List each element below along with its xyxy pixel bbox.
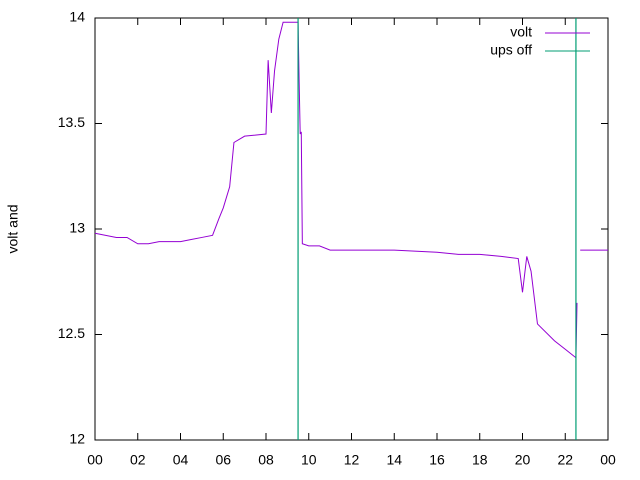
x-tick-label: 00 (87, 452, 103, 468)
x-tick-label: 06 (215, 452, 231, 468)
x-tick-label: 02 (130, 452, 146, 468)
x-tick-label: 20 (515, 452, 531, 468)
x-tick-label: 08 (258, 452, 274, 468)
x-tick-label: 00 (600, 452, 616, 468)
y-tick-label: 13 (69, 220, 85, 236)
y-axis-label: volt and (5, 204, 21, 253)
x-tick-label: 22 (557, 452, 573, 468)
data-line (94, 21, 608, 359)
legend-label: ups off (490, 42, 532, 58)
plot-frame (94, 17, 609, 441)
y-tick-label: 14 (69, 9, 85, 25)
y-tick-label: 12 (69, 431, 85, 447)
y-tick-label: 12.5 (58, 325, 85, 341)
y-tick-label: 13.5 (58, 114, 85, 130)
x-tick-label: 12 (344, 452, 360, 468)
x-tick-label: 16 (429, 452, 445, 468)
x-tick-label: 10 (301, 452, 317, 468)
x-tick-label: 18 (472, 452, 488, 468)
x-tick-label: 14 (386, 452, 402, 468)
x-tick-label: 04 (173, 452, 189, 468)
legend-label: volt (510, 24, 532, 40)
